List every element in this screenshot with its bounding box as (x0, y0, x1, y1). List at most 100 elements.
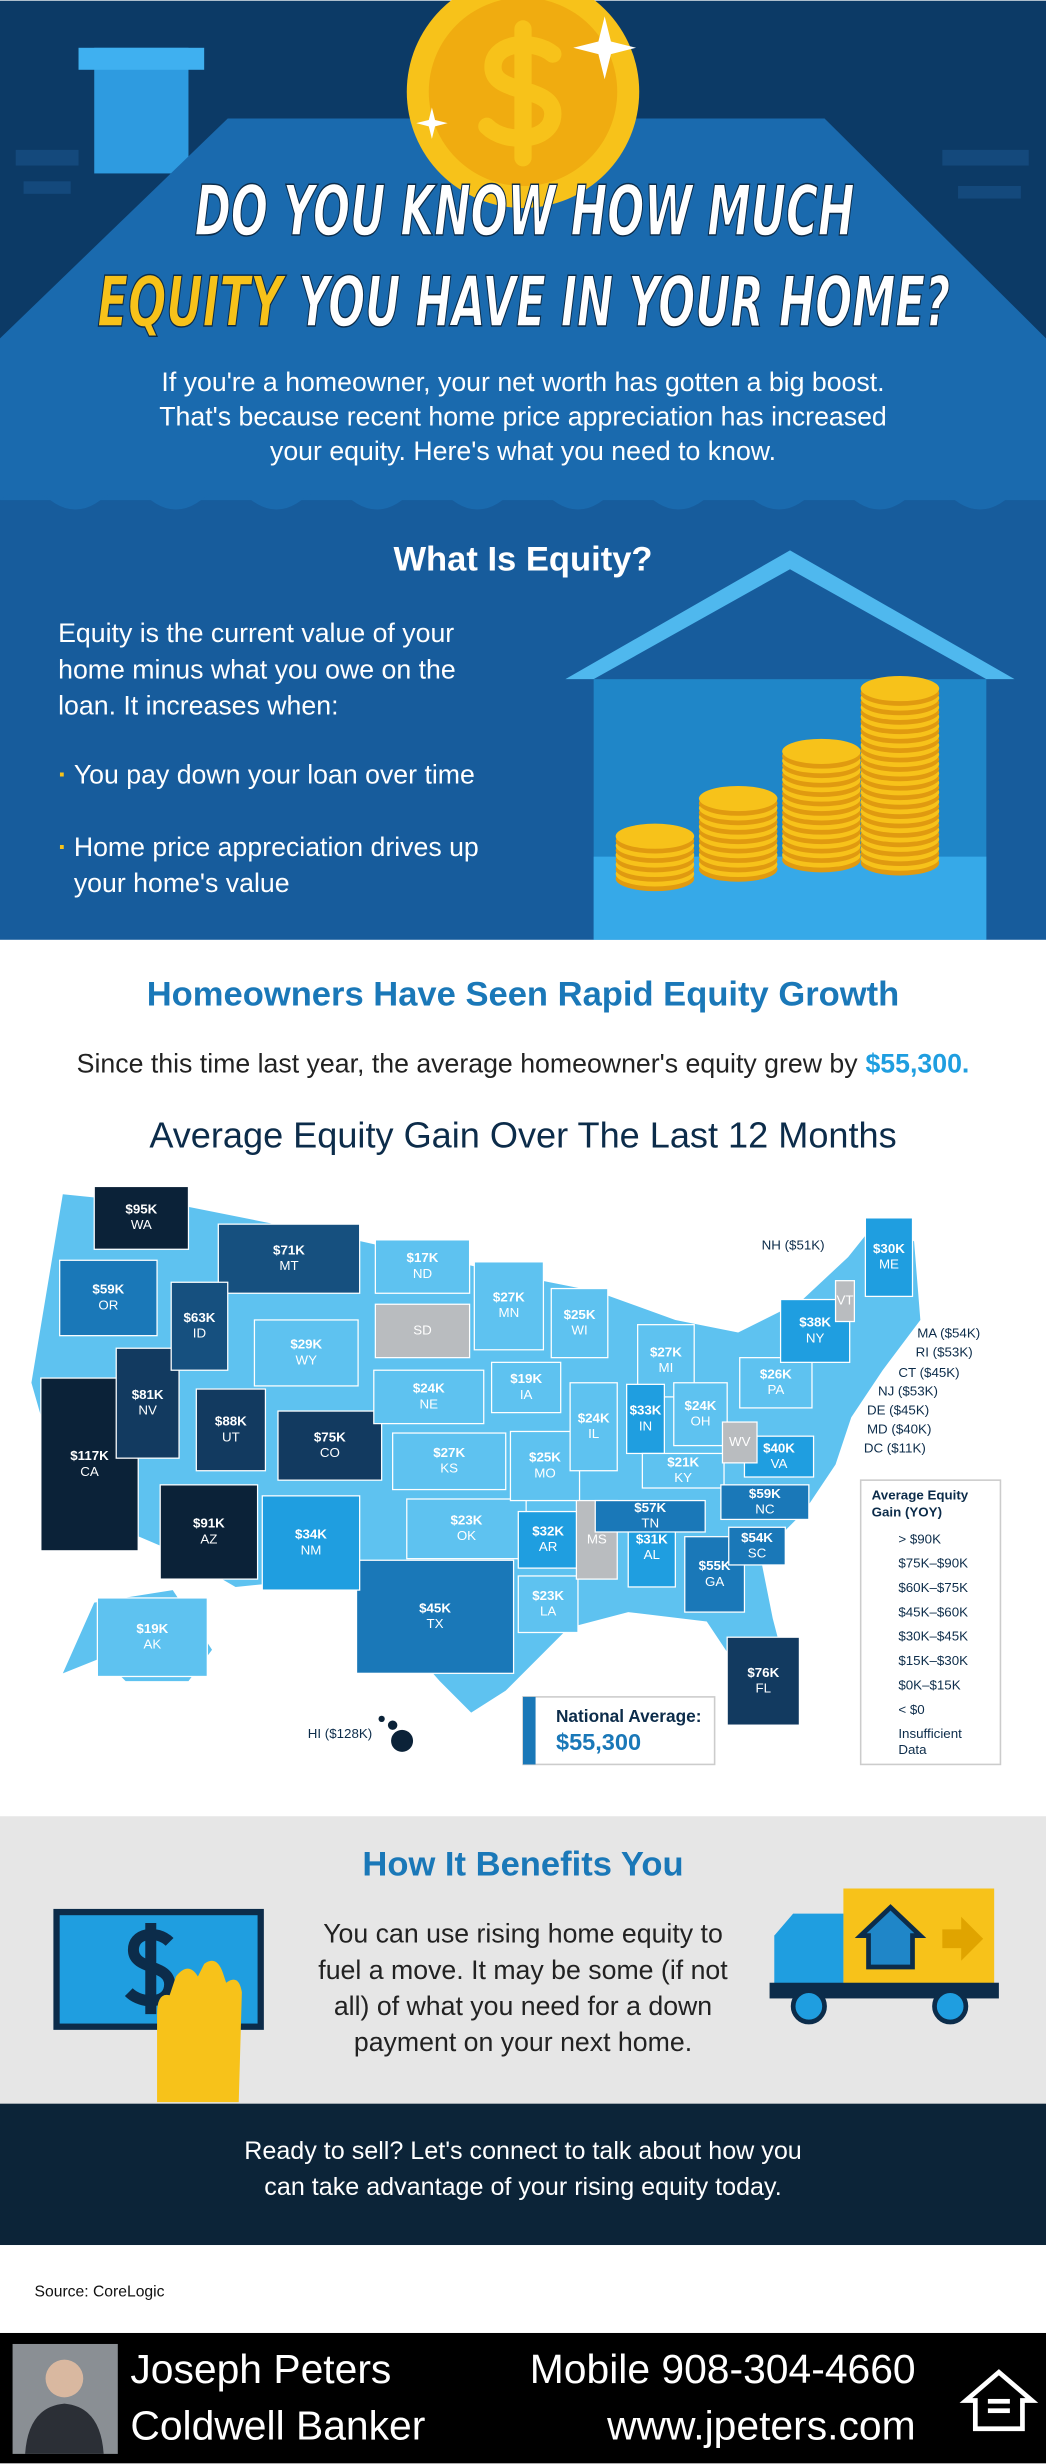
equal-housing-icon (959, 2369, 1039, 2432)
state-value: $19K (136, 1621, 168, 1636)
legend-label: Data (898, 1742, 927, 1757)
state-abbr: WA (131, 1217, 152, 1232)
state (834, 1280, 856, 1323)
state-value: $33K (630, 1403, 662, 1418)
state-abbr: MO (534, 1465, 555, 1480)
benefits-text: You can use rising home equity to (323, 1919, 723, 1949)
state-callout: MD ($40K) (867, 1421, 931, 1436)
legend-label: $75K–$90K (898, 1556, 968, 1571)
state-abbr: CO (320, 1445, 340, 1460)
title-line: DO YOU KNOW HOW MUCH (195, 172, 855, 252)
state (217, 1223, 361, 1294)
state-value: $23K (532, 1588, 564, 1603)
map-title: Average Equity Gain Over The Last 12 Mon… (149, 1114, 896, 1155)
bullet-dot: · (58, 760, 67, 790)
state-value: $25K (529, 1450, 561, 1465)
state-value: $17K (407, 1250, 439, 1265)
state (517, 1510, 579, 1569)
state-value: $31K (636, 1531, 668, 1546)
state-value: $27K (650, 1344, 682, 1359)
state (159, 1484, 259, 1580)
state-value: $32K (532, 1524, 564, 1539)
coin-layer (860, 676, 940, 702)
state-abbr: SD (413, 1322, 432, 1337)
state-abbr: TX (427, 1616, 444, 1631)
hand-icon (157, 1960, 242, 2103)
legend-label: $15K–$30K (898, 1653, 968, 1668)
coin-layer (615, 823, 695, 849)
chimney-top (78, 47, 205, 70)
state (673, 1382, 728, 1447)
state-abbr: OH (690, 1414, 710, 1429)
state-value: $59K (749, 1486, 781, 1501)
state (253, 1319, 359, 1387)
state (509, 1430, 581, 1502)
legend-label: $60K–$75K (898, 1580, 968, 1595)
state-abbr: KY (674, 1470, 692, 1485)
agent-photo-head (45, 2359, 84, 2398)
state-callout: DE ($45K) (867, 1403, 929, 1418)
state-abbr: NE (420, 1396, 439, 1411)
state-abbr: UT (222, 1429, 240, 1444)
state-abbr: WI (571, 1322, 587, 1337)
state-value: $24K (413, 1381, 445, 1396)
state (720, 1484, 810, 1521)
state-value: $29K (290, 1337, 322, 1352)
state (739, 1357, 813, 1409)
state-value: $55K (699, 1558, 731, 1573)
equity-text: loan. It increases when: (58, 690, 338, 720)
state-abbr: ID (193, 1326, 206, 1341)
state (96, 1597, 208, 1678)
agent-website: www.jpeters.com (606, 2403, 916, 2449)
state (721, 1421, 758, 1464)
legend-box (859, 1479, 1002, 1766)
state-value: $19K (510, 1371, 542, 1386)
state-abbr: NY (806, 1330, 825, 1345)
legend-title: Average Equity (872, 1487, 969, 1502)
state (517, 1575, 579, 1634)
state-abbr: NM (301, 1542, 322, 1557)
bullet-text: your home's value (74, 868, 290, 898)
state-value: $81K (132, 1387, 164, 1402)
state-value: $38K (799, 1315, 831, 1330)
growth-sentence: Since this time last year, the average h… (77, 1049, 970, 1079)
title-line: YOU HAVE IN YOUR HOME? (298, 263, 950, 343)
title-highlight: EQUITY (97, 263, 286, 343)
state-value: $75K (314, 1429, 346, 1444)
national-average-box (522, 1696, 716, 1766)
truck-cab (774, 1913, 844, 1990)
benefits-text: fuel a move. It may be some (if not (318, 1955, 728, 1985)
state-value: $95K (125, 1202, 157, 1217)
truck-arrow (942, 1916, 984, 1961)
state-callout: NJ ($53K) (878, 1384, 938, 1399)
state-value: $26K (760, 1366, 792, 1381)
legend-label: $0K–$15K (898, 1677, 960, 1692)
state (195, 1388, 267, 1472)
state-value: $30K (873, 1241, 905, 1256)
agent-phone: Mobile 908-304-4660 (530, 2346, 916, 2392)
state-value: $91K (193, 1516, 225, 1531)
state (728, 1526, 786, 1566)
hawaii-shape (378, 1715, 414, 1752)
national-average-label: National Average: (556, 1706, 702, 1726)
benefits-text: all) of what you need for a down (334, 1991, 712, 2021)
state-callout: CT ($45K) (898, 1365, 959, 1380)
state (726, 1636, 801, 1726)
state-callout: RI ($53K) (916, 1344, 973, 1359)
legend-title: Gain (YOY) (872, 1505, 942, 1520)
state (473, 1261, 545, 1351)
equity-text: Equity is the current value of your (58, 618, 454, 648)
state (59, 1259, 158, 1337)
state-value: $21K (667, 1454, 699, 1469)
truck-wheel (932, 1988, 969, 2025)
state-value: $27K (493, 1289, 525, 1304)
state-abbr: GA (705, 1574, 724, 1589)
state-value: $71K (273, 1242, 305, 1257)
section-heading: Homeowners Have Seen Rapid Equity Growth (147, 976, 900, 1014)
footer-bg (0, 2332, 1046, 2464)
state-abbr: KS (440, 1461, 458, 1476)
state-abbr: MI (659, 1360, 674, 1375)
state-callout: NH ($51K) (762, 1238, 825, 1253)
section-heading: How It Benefits You (362, 1846, 683, 1884)
agent-name: Joseph Peters (130, 2346, 391, 2392)
